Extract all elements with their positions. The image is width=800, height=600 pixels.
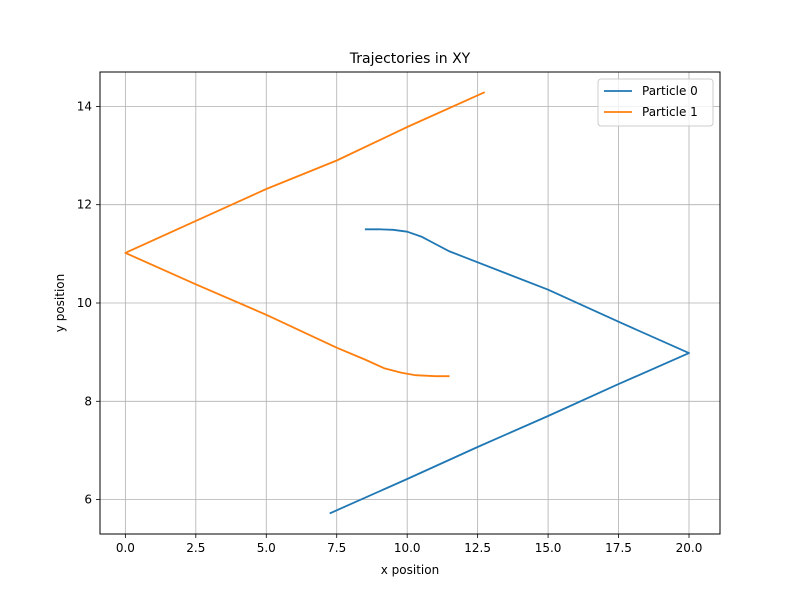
chart-title: Trajectories in XY bbox=[349, 51, 471, 67]
series-line-particle-0 bbox=[329, 228, 690, 515]
ticks: 0.0 2.5 5.0 7.5 10.0 12.5 15.0 17.5 20.0 6 8 10 12 14 bbox=[77, 99, 703, 555]
x-tick-label: 12.5 bbox=[464, 541, 491, 555]
x-tick-label: 20.0 bbox=[676, 541, 703, 555]
x-tick-label: 10.0 bbox=[394, 541, 421, 555]
legend-label-particle-0: Particle 0 bbox=[642, 84, 698, 98]
series-group bbox=[124, 91, 690, 515]
y-tick-label: 14 bbox=[77, 99, 92, 113]
x-tick-label: 0.0 bbox=[116, 541, 135, 555]
y-tick-label: 8 bbox=[84, 394, 92, 408]
x-tick-label: 2.5 bbox=[186, 541, 205, 555]
legend-label-particle-1: Particle 1 bbox=[642, 105, 698, 119]
x-tick-label: 15.0 bbox=[535, 541, 562, 555]
x-axis-label: x position bbox=[381, 563, 439, 577]
x-tick-label: 5.0 bbox=[257, 541, 276, 555]
y-axis-label: y position bbox=[53, 274, 67, 332]
grid bbox=[100, 72, 720, 534]
y-tick-label: 10 bbox=[77, 296, 92, 310]
series-line-particle-1 bbox=[124, 91, 486, 378]
x-tick-label: 17.5 bbox=[605, 541, 632, 555]
y-tick-label: 12 bbox=[77, 198, 92, 212]
x-tick-label: 7.5 bbox=[327, 541, 346, 555]
y-tick-label: 6 bbox=[84, 493, 92, 507]
legend: Particle 0 Particle 1 bbox=[597, 78, 714, 127]
